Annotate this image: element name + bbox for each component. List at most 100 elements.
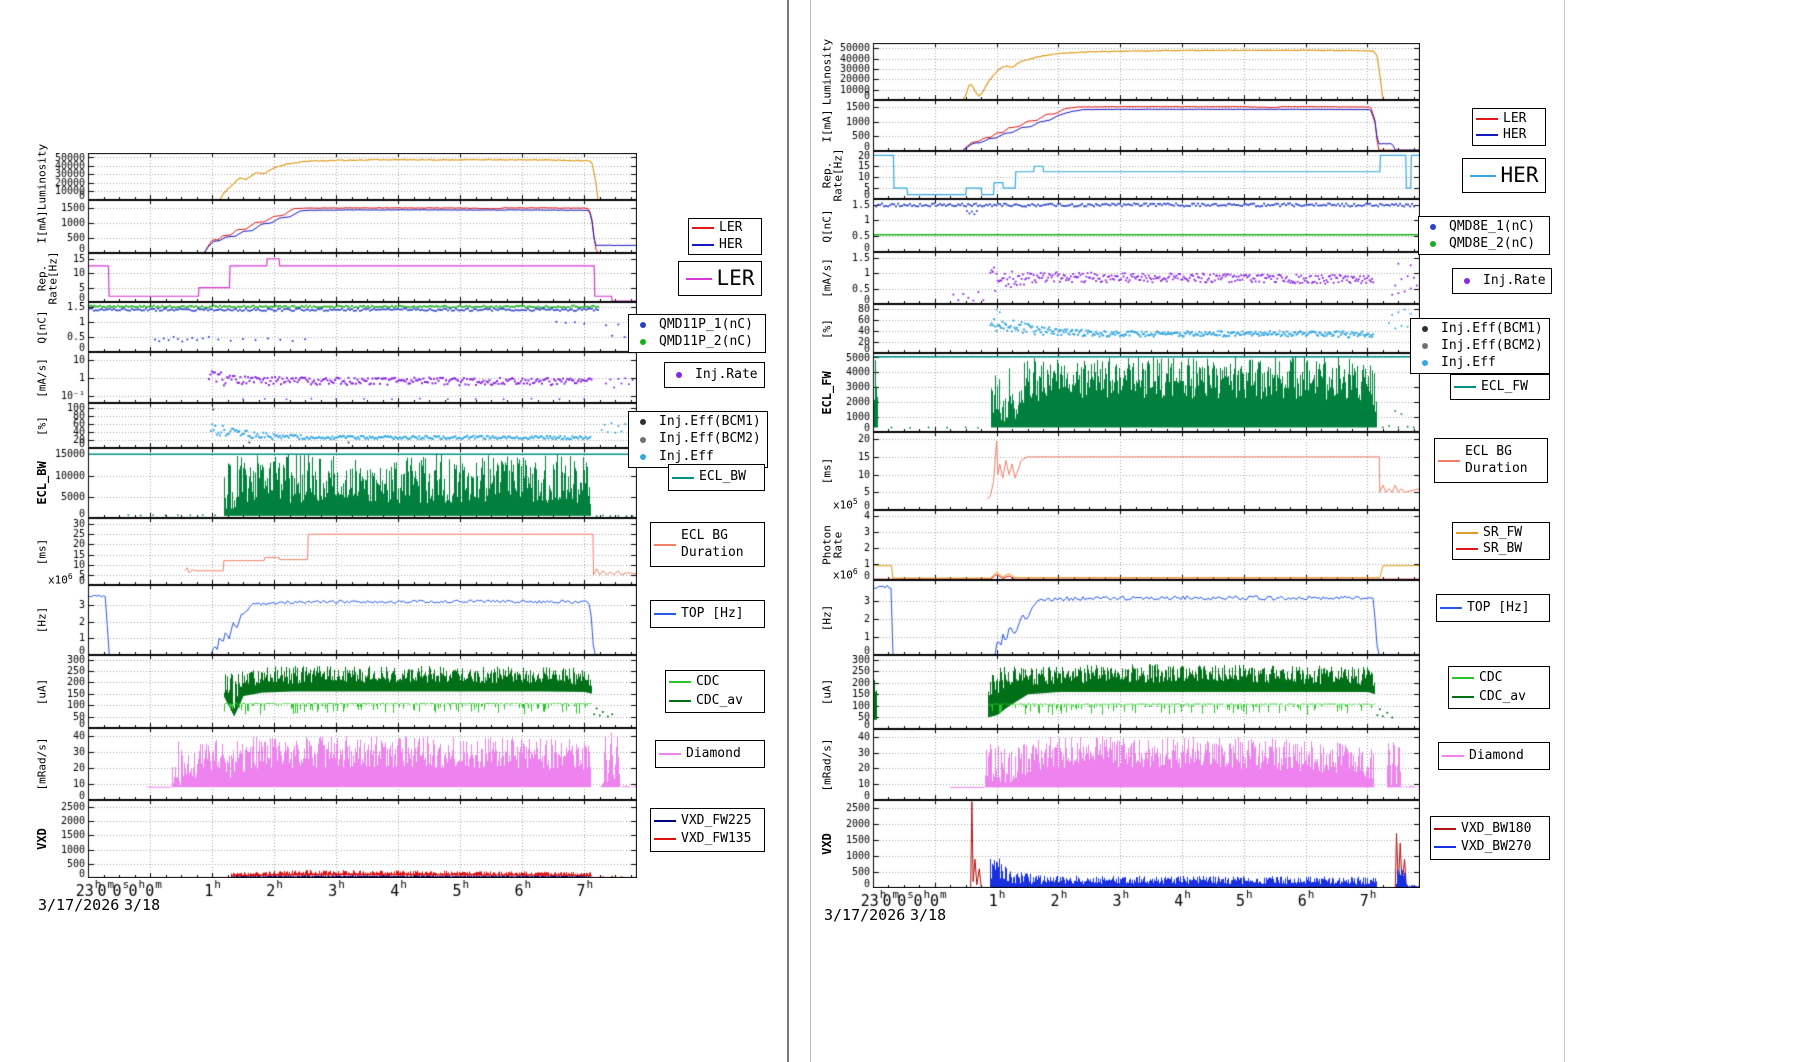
y-axis-label-inj-rate-r-0: [mA/s] bbox=[820, 258, 834, 298]
plot-canvas-luminosity bbox=[36, 153, 637, 200]
legend-cdc: CDC CDC_av bbox=[665, 670, 765, 713]
legend-label: HER bbox=[1500, 163, 1539, 188]
plot-canvas-current bbox=[36, 200, 637, 253]
legend-inj-rate: Inj.Rate bbox=[664, 362, 765, 388]
legend-label: QMD11P_1(nC) bbox=[659, 316, 753, 332]
y-axis-label-diamond-r-0: [mRad/s] bbox=[820, 738, 834, 791]
dot-marker-icon bbox=[640, 453, 646, 460]
plot-charge-r bbox=[821, 199, 1420, 252]
legend-entry: QMD8E_1(nC) bbox=[1422, 219, 1546, 235]
legend-entry: HER bbox=[1476, 127, 1542, 143]
plot-canvas-photon bbox=[821, 510, 1420, 580]
dot-marker-icon bbox=[640, 436, 646, 443]
legend-rep-rate: LER bbox=[678, 261, 762, 296]
plot-current-r bbox=[821, 100, 1420, 151]
legend-label: SR_FW bbox=[1483, 524, 1523, 540]
plot-current bbox=[36, 200, 637, 253]
y-axis-label-ecl-bg-0: [ms] bbox=[35, 538, 49, 565]
y-axis-label-diamond-0: [mRad/s] bbox=[35, 737, 49, 791]
legend-charge: QMD11P_1(nC) QMD11P_2(nC) bbox=[628, 314, 766, 353]
legend-label: Inj.Eff(BCM2) bbox=[1441, 337, 1543, 353]
legend-inj-eff-r: Inj.Eff(BCM1) Inj.Eff(BCM2) Inj.Eff bbox=[1410, 318, 1550, 374]
legend-entry: QMD11P_2(nC) bbox=[632, 334, 762, 350]
plot-diamond bbox=[36, 728, 637, 800]
line-marker-icon bbox=[692, 243, 714, 246]
line-marker-icon bbox=[1456, 531, 1478, 534]
legend-diamond-r: Diamond bbox=[1438, 742, 1550, 770]
legend-entry: Inj.Eff bbox=[632, 449, 764, 465]
plot-canvas-top-rate bbox=[36, 585, 637, 655]
legend-label: ECL_FW bbox=[1481, 378, 1528, 394]
x-axis-labels-left bbox=[36, 879, 677, 903]
plot-canvas-diamond-r bbox=[821, 729, 1420, 800]
legend-entry: Diamond bbox=[1442, 748, 1546, 764]
legend-top-r: TOP [Hz] bbox=[1436, 594, 1550, 622]
line-marker-icon bbox=[654, 613, 676, 615]
legend-label: VXD_BW270 bbox=[1461, 839, 1532, 855]
legend-label: QMD8E_2(nC) bbox=[1449, 235, 1536, 251]
legend-label: Diamond bbox=[1469, 747, 1524, 763]
legend-entry: Inj.Eff(BCM1) bbox=[632, 414, 764, 430]
y-axis-exponent-photon: x105 bbox=[833, 497, 858, 512]
legend-ecl-bg-r: ECL BG Duration bbox=[1434, 438, 1548, 483]
legend-label: ECL_BW bbox=[699, 469, 746, 485]
y-axis-label-luminosity-r-0: Luminosity bbox=[820, 38, 834, 105]
legend-label: SR_BW bbox=[1483, 541, 1523, 557]
legend-entry: LER bbox=[1476, 111, 1542, 127]
plot-canvas-vxd-r bbox=[821, 800, 1420, 888]
plot-canvas-ecl-bg-r bbox=[821, 432, 1420, 510]
legend-charge-r: QMD8E_1(nC) QMD8E_2(nC) bbox=[1418, 216, 1550, 255]
plot-canvas-ecl-bw bbox=[36, 448, 637, 518]
legend-entry: ECL BG Duration bbox=[1438, 444, 1544, 477]
line-marker-icon bbox=[1469, 174, 1496, 177]
plot-canvas-vxd bbox=[36, 800, 637, 878]
legend-ecl-fw: ECL_FW bbox=[1450, 374, 1550, 400]
legend-entry: ECL BG Duration bbox=[654, 528, 761, 561]
legend-rep-rate-r: HER bbox=[1462, 158, 1546, 193]
plot-rep-rate bbox=[36, 253, 637, 302]
plot-canvas-ecl-fw bbox=[821, 353, 1420, 432]
plot-canvas-rep-rate bbox=[36, 253, 637, 302]
legend-label: HER bbox=[1503, 127, 1527, 143]
legend-entry: CDC bbox=[1452, 670, 1546, 686]
legend-top: TOP [Hz] bbox=[650, 600, 765, 628]
legend-entry: SR_BW bbox=[1456, 541, 1546, 557]
legend-label: TOP [Hz] bbox=[1467, 599, 1530, 615]
plot-top-rate-r bbox=[821, 580, 1420, 655]
legend-label: VXD_FW225 bbox=[681, 812, 752, 828]
legend-label: Inj.Rate bbox=[695, 366, 758, 382]
legend-sr: SR_FW SR_BW bbox=[1452, 522, 1550, 560]
legend-label: ECL BG Duration bbox=[1465, 444, 1528, 476]
plot-canvas-luminosity-r bbox=[821, 43, 1420, 100]
legend-entry: CDC_av bbox=[1452, 689, 1546, 705]
y-axis-label-top-rate-r-0: [Hz] bbox=[820, 604, 834, 631]
y-axis-label-vxd-0: VXD bbox=[35, 828, 49, 850]
legend-currents-r: LER HER bbox=[1472, 108, 1546, 146]
y-axis-label-ecl-bg-r-0: [ms] bbox=[820, 457, 834, 485]
plot-photon bbox=[821, 510, 1420, 580]
legend-label: Inj.Eff(BCM2) bbox=[659, 431, 761, 447]
line-marker-icon bbox=[685, 277, 712, 280]
legend-label: TOP [Hz] bbox=[681, 605, 744, 621]
legend-entry: HER bbox=[1469, 162, 1539, 188]
line-marker-icon bbox=[1442, 755, 1464, 757]
legend-ecl-bw: ECL_BW bbox=[668, 464, 765, 491]
dot-marker-icon bbox=[1464, 278, 1470, 284]
y-axis-label-top-rate-0: [Hz] bbox=[35, 606, 49, 634]
plot-top-rate bbox=[36, 585, 637, 655]
plot-canvas-cdc bbox=[36, 655, 637, 728]
legend-ecl-bg: ECL BG Duration bbox=[650, 522, 765, 567]
plot-canvas-charge-r bbox=[821, 199, 1420, 252]
y-axis-label-cdc-0: [uA] bbox=[35, 678, 49, 705]
legend-label: VXD_FW135 bbox=[681, 831, 752, 847]
legend-entry: Inj.Eff(BCM2) bbox=[632, 431, 764, 447]
legend-label: HER bbox=[719, 236, 743, 252]
legend-label: LER bbox=[716, 266, 755, 291]
legend-entry: QMD8E_2(nC) bbox=[1422, 236, 1546, 252]
plot-diamond-r bbox=[821, 729, 1420, 800]
line-marker-icon bbox=[1438, 459, 1460, 462]
y-axis-label-vxd-r-0: VXD bbox=[820, 833, 834, 855]
plot-ecl-bg bbox=[36, 518, 637, 585]
y-axis-label-charge-r-0: Q[nC] bbox=[820, 208, 834, 243]
plot-canvas-diamond bbox=[36, 728, 637, 800]
